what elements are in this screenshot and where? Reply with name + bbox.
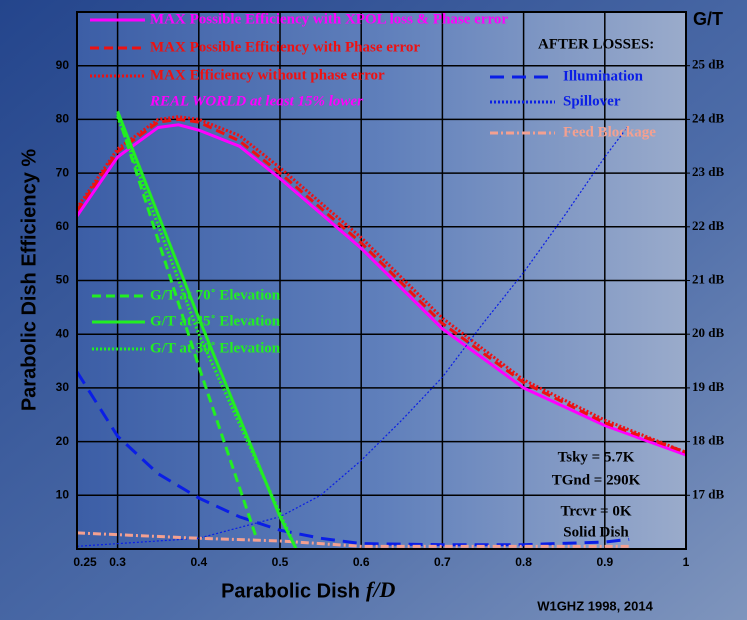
- x-tick-label: 0.9: [596, 555, 613, 569]
- legend-label: MAX Efficiency without phase error: [150, 67, 385, 83]
- x-tick-label: 0.3: [109, 555, 126, 569]
- x-axis-label-italic: f/D: [366, 577, 395, 602]
- y-tick-label: 60: [56, 219, 70, 233]
- legend-label: G/T at 70˚ Elevation: [150, 287, 281, 303]
- legend-label: G/T at 30˚ Elevation: [150, 340, 281, 356]
- annotation: Tsky = 5.7K: [558, 449, 635, 465]
- legend-label: Spillover: [563, 93, 621, 109]
- y-axis-label: Parabolic Dish Efficiency %: [18, 149, 40, 412]
- legend-label: Feed Blockage: [563, 124, 656, 140]
- y2-tick-label: 19 dB: [692, 379, 724, 394]
- y2-tick-label: 21 dB: [692, 271, 724, 286]
- series-line: [75, 117, 687, 454]
- y-tick-label: 80: [56, 112, 70, 126]
- y2-tick-label: 23 dB: [692, 164, 724, 179]
- legend-label: G/T at 45˚ Elevation: [150, 313, 281, 329]
- annotation: Solid Dish: [563, 524, 629, 540]
- y-tick-label: 40: [56, 326, 70, 340]
- series-line: [116, 116, 298, 550]
- x-tick-label: 0.25: [73, 555, 97, 569]
- annotation: REAL WORLD at least 15% lower: [149, 93, 363, 109]
- annotation: TGnd = 290K: [552, 472, 641, 488]
- x-tick-label: 0.6: [353, 555, 370, 569]
- annotation: Trcvr = 0K: [560, 503, 631, 519]
- y2-tick-label: 24 dB: [692, 110, 724, 125]
- series-line: [116, 113, 258, 537]
- x-tick-label: 0.5: [272, 555, 289, 569]
- series-line: [76, 531, 630, 548]
- y-tick-label: 90: [56, 58, 70, 72]
- series-line: [75, 123, 687, 457]
- legend-label: MAX Possible Efficiency with XPOL loss &…: [150, 11, 508, 27]
- x-tick-label: 0.7: [434, 555, 451, 569]
- legend-label: Illumination: [563, 68, 644, 84]
- y2-tick-label: 25 dB: [692, 57, 724, 72]
- y2-tick-label: 17 dB: [692, 486, 724, 501]
- series-line: [76, 124, 630, 547]
- y2-axis-label: G/T: [693, 9, 723, 29]
- x-tick-label: 0.8: [515, 555, 532, 569]
- y-tick-label: 50: [56, 273, 70, 287]
- y-tick-label: 10: [56, 487, 70, 501]
- annotation: AFTER LOSSES:: [538, 36, 654, 52]
- y2-tick-label: 22 dB: [692, 218, 724, 233]
- legend-label: MAX Possible Efficiency with Phase error: [150, 39, 420, 55]
- y2-tick-label: 18 dB: [692, 433, 724, 448]
- y2-tick-label: 20 dB: [692, 325, 724, 340]
- x-tick-label: 1: [683, 555, 690, 569]
- series-line: [75, 370, 630, 547]
- y-tick-label: 30: [56, 380, 70, 394]
- series-line: [75, 115, 687, 454]
- credit: W1GHZ 1998, 2014: [537, 598, 653, 613]
- x-tick-label: 0.4: [190, 555, 207, 569]
- y-tick-label: 20: [56, 434, 70, 448]
- y-tick-label: 70: [56, 165, 70, 179]
- x-axis-label: Parabolic Dish: [221, 580, 360, 602]
